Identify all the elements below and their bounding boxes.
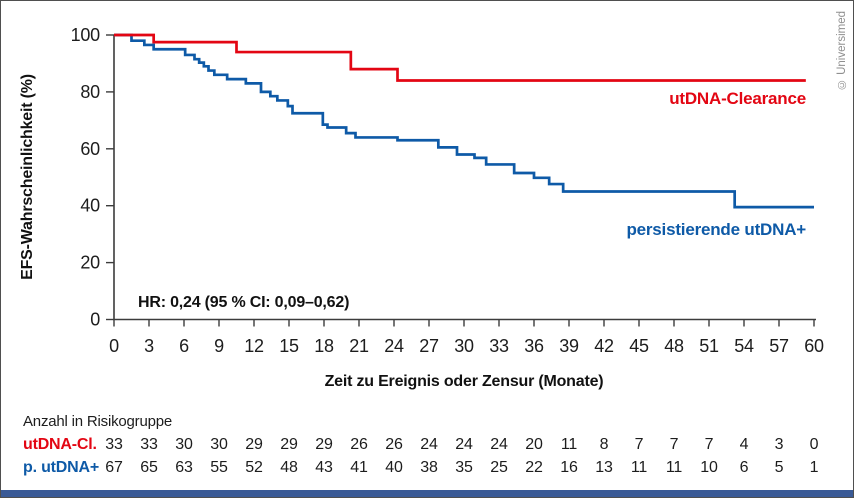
risk-value: 40: [385, 459, 403, 476]
risk-row-label: utDNA-Cl.: [23, 436, 97, 453]
x-tick-label: 27: [419, 336, 439, 356]
risk-value: 35: [455, 459, 473, 476]
risk-value: 29: [245, 436, 263, 453]
risk-value: 38: [420, 459, 438, 476]
x-tick-label: 36: [524, 336, 544, 356]
risk-value: 5: [774, 459, 784, 476]
hr-annotation: HR: 0,24 (95 % CI: 0,09–0,62): [138, 294, 349, 311]
x-tick-label: 45: [629, 336, 649, 356]
risk-value: 11: [630, 459, 648, 476]
risk-value: 22: [525, 459, 543, 476]
risk-value: 4: [739, 436, 749, 453]
km-curve: [114, 33, 806, 82]
y-tick-label: 80: [80, 82, 100, 102]
x-tick-label: 21: [349, 336, 369, 356]
axes-lines: [113, 34, 816, 321]
risk-row: utDNA-Cl. 33 33 30 30 29 29 29 26 26 24 24 24 20 11 8 7 7…: [1, 436, 853, 456]
risk-value: 26: [385, 436, 403, 453]
x-tick-label: 30: [454, 336, 474, 356]
risk-value: 1: [809, 459, 819, 476]
x-tick-label: 51: [699, 336, 719, 356]
x-tick-label: 24: [384, 336, 404, 356]
x-tick-label: 57: [769, 336, 789, 356]
risk-value: 30: [210, 436, 228, 453]
risk-value: 29: [280, 436, 298, 453]
risk-value: 6: [739, 459, 749, 476]
risk-value: 52: [245, 459, 263, 476]
risk-value: 48: [280, 459, 298, 476]
y-axis-title: EFS-Wahrscheinlichkeit (%): [19, 74, 36, 280]
risk-value: 26: [350, 436, 368, 453]
y-tick-label: 60: [80, 139, 100, 159]
risk-value: 24: [455, 436, 473, 453]
risk-value: 8: [599, 436, 609, 453]
y-tick-label: 0: [90, 310, 100, 330]
risk-value: 0: [809, 436, 819, 453]
x-tick-label: 0: [109, 336, 119, 356]
risk-value: 65: [140, 459, 158, 476]
risk-value: 24: [420, 436, 438, 453]
risk-table: Anzahl in Risikogruppe utDNA-Cl. 33 33 30 30…: [1, 406, 853, 492]
risk-value: 67: [105, 459, 123, 476]
risk-value: 11: [665, 459, 683, 476]
x-tick-label: 39: [559, 336, 579, 356]
risk-value: 16: [560, 459, 578, 476]
risk-value: 33: [140, 436, 158, 453]
x-tick-label: 42: [594, 336, 614, 356]
risk-value: 43: [315, 459, 333, 476]
risk-value: 41: [350, 459, 368, 476]
x-tick-label: 3: [144, 336, 154, 356]
risk-value: 33: [105, 436, 123, 453]
risk-value: 13: [595, 459, 613, 476]
x-tick-label: 18: [314, 336, 334, 356]
km-chart-svg: 0 3 6 9 12 15 18 21 24 27 30 33 36 39 42 45 48 51 54 57 6002…: [19, 25, 824, 390]
x-tick-label: 48: [664, 336, 684, 356]
curve-label: persistierende utDNA+: [626, 220, 806, 239]
risk-value: 24: [490, 436, 508, 453]
x-tick-label: 9: [214, 336, 224, 356]
x-tick-label: 12: [244, 336, 264, 356]
risk-value: 55: [210, 459, 228, 476]
km-curve: [114, 33, 814, 209]
x-tick-label: 54: [734, 336, 754, 356]
risk-value: 7: [704, 436, 714, 453]
curve-label: utDNA-Clearance: [669, 89, 806, 108]
risk-table-title: Anzahl in Risikogruppe: [23, 413, 173, 430]
risk-value: 7: [634, 436, 644, 453]
risk-value: 29: [315, 436, 333, 453]
risk-value: 7: [669, 436, 679, 453]
x-tick-label: 6: [179, 336, 189, 356]
copyright-label: © Universimed: [836, 11, 848, 91]
risk-row-label: p. utDNA+: [23, 459, 99, 476]
risk-value: 20: [525, 436, 543, 453]
risk-value: 25: [490, 459, 508, 476]
y-tick-label: 100: [71, 25, 101, 45]
x-axis-title: Zeit zu Ereignis oder Zensur (Monate): [325, 373, 604, 390]
risk-value: 11: [560, 436, 578, 453]
risk-row: p. utDNA+ 67 65 63 55 52 48 43 41 40 38 35 25 22 16 13 1…: [1, 459, 853, 479]
y-tick-label: 40: [80, 196, 100, 216]
risk-value: 30: [175, 436, 193, 453]
bottom-brand-bar: [1, 490, 853, 497]
risk-value: 63: [175, 459, 193, 476]
x-tick-label: 60: [804, 336, 824, 356]
y-tick-label: 20: [80, 253, 100, 273]
risk-value: 10: [700, 459, 718, 476]
x-tick-label: 33: [489, 336, 509, 356]
x-tick-label: 15: [279, 336, 299, 356]
risk-value: 3: [774, 436, 784, 453]
